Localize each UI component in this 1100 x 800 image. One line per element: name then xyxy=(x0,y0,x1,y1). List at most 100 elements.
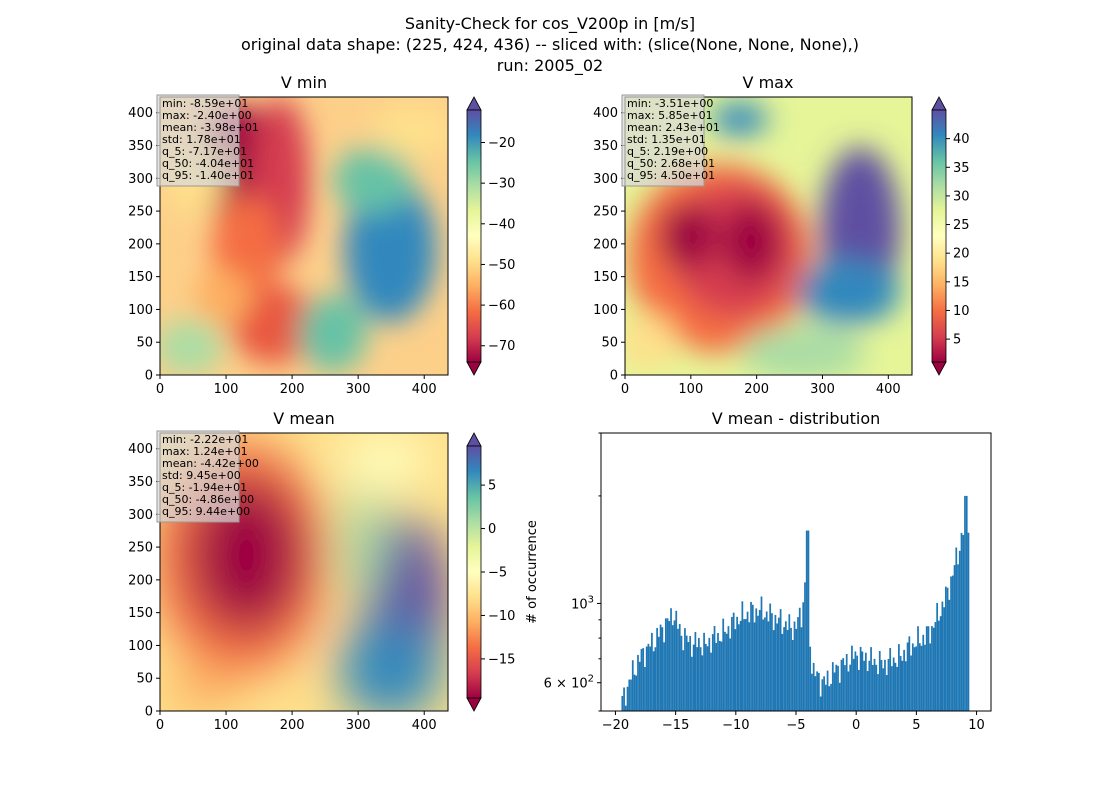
y-tick-label: 100 xyxy=(128,639,153,654)
histogram-bar xyxy=(798,607,801,711)
colorbar-tick-label: −10 xyxy=(488,609,515,624)
heatmap-blob xyxy=(168,666,238,711)
histogram-bar xyxy=(866,671,869,711)
colorbar-gradient xyxy=(466,445,482,699)
histogram-bar xyxy=(958,550,961,711)
histogram-bar xyxy=(750,601,752,711)
x-tick-label: 5 xyxy=(912,718,920,733)
histogram-bar xyxy=(859,646,862,711)
histogram-bar xyxy=(630,679,632,711)
histogram-bar xyxy=(856,655,859,711)
colorbar-tick-label: 30 xyxy=(953,189,970,204)
axes-v-min: 0 100 200 300 400 0 50 100 150 200 250 300 350 400 xyxy=(128,106,436,397)
histogram-bar xyxy=(957,564,959,711)
histogram-bar xyxy=(938,620,940,711)
histogram-bar xyxy=(717,632,719,711)
histogram-bar xyxy=(713,626,716,711)
histogram-bar xyxy=(687,642,690,711)
stat-min: min: -2.22e+01 xyxy=(162,433,248,446)
histogram-bar xyxy=(875,664,878,711)
heatmap-blob xyxy=(344,177,437,323)
histogram-bar xyxy=(779,609,782,711)
histogram-bar xyxy=(729,638,732,711)
histogram-bar xyxy=(920,645,923,711)
heatmap-blob xyxy=(298,294,368,373)
histogram-bar xyxy=(711,634,714,711)
histogram-bar xyxy=(851,645,853,711)
histogram-bar xyxy=(804,582,806,711)
histogram-bar xyxy=(783,627,785,711)
x-tick-label: 10 xyxy=(968,718,985,733)
histogram-bar xyxy=(677,628,679,711)
colorbar-tick-label: 25 xyxy=(953,218,970,233)
histogram-bar xyxy=(802,602,805,711)
histogram-bar xyxy=(637,654,639,711)
y-tick-label: 350 xyxy=(128,139,153,154)
stats-box-bg xyxy=(621,94,705,187)
histogram-bar xyxy=(925,626,928,711)
heatmap-blob xyxy=(739,324,867,375)
histogram-bar xyxy=(696,647,698,711)
histogram-bars xyxy=(621,495,970,711)
x-tick-label: 300 xyxy=(810,382,835,397)
histogram-bar xyxy=(948,599,951,711)
histogram-bar xyxy=(821,679,824,711)
histogram-bar xyxy=(939,616,942,711)
colorbar-gradient xyxy=(466,109,482,363)
heatmap-v-max xyxy=(625,97,912,375)
histogram-bar xyxy=(734,629,737,711)
histogram-bar xyxy=(868,660,871,711)
histogram-bar xyxy=(765,611,768,711)
histogram-bar xyxy=(784,621,787,711)
y-tick-label: 0 xyxy=(145,369,153,384)
colorbar-extend-max xyxy=(466,96,482,111)
stats-box: min: -2.22e+01 max: 1.24e+01 mean: -4.42… xyxy=(156,430,259,523)
colorbar-tick-label: −50 xyxy=(488,258,515,273)
histogram-bar xyxy=(892,657,895,711)
histogram-bar xyxy=(701,655,704,711)
heatmap-blob xyxy=(797,258,901,325)
y-tick-label: 350 xyxy=(128,475,153,490)
heatmap-blob xyxy=(194,269,253,325)
histogram-bar xyxy=(858,669,860,711)
histogram-bar xyxy=(924,644,926,711)
colorbar-extend-min xyxy=(466,361,482,376)
histogram-bar xyxy=(760,596,763,711)
histogram-bar xyxy=(691,656,693,711)
histogram-bar xyxy=(666,618,669,711)
histogram-bar xyxy=(771,613,773,711)
colorbar-tick-label: −30 xyxy=(488,177,515,192)
colorbar-tick-label: −20 xyxy=(488,136,515,151)
histogram-bar xyxy=(753,622,756,711)
histogram-bar xyxy=(786,629,789,711)
heatmap-blob xyxy=(722,202,780,281)
stats-box: min: -3.51e+00 max: 5.85e+01 mean: 2.43e… xyxy=(621,94,720,187)
colorbar-tick-label: 15 xyxy=(953,275,970,290)
histogram-bar xyxy=(818,672,820,711)
histogram-bar xyxy=(621,695,624,711)
histogram-bar xyxy=(685,635,688,711)
heatmap-blob xyxy=(160,319,224,375)
histogram-bar xyxy=(725,633,728,711)
histogram-bar xyxy=(811,673,813,711)
histogram-bar xyxy=(651,632,653,711)
histogram-bar xyxy=(847,671,850,711)
histogram-bar xyxy=(678,624,681,711)
stat-q5: q_5: -1.94e+01 xyxy=(162,481,247,494)
histogram-bar xyxy=(826,670,829,711)
histogram-bar xyxy=(941,601,944,711)
histogram-bar xyxy=(663,642,665,711)
histogram-bar xyxy=(635,675,638,711)
histogram-bar xyxy=(807,530,810,711)
histogram-bar xyxy=(736,616,738,711)
y-tick-label: 50 xyxy=(601,336,618,351)
histogram-bar xyxy=(673,620,676,711)
histogram-bar xyxy=(727,626,730,711)
stat-q95: q_95: -1.40e+01 xyxy=(162,169,254,182)
colorbar-v-mean: −15 −10 −5 0 5 xyxy=(466,432,515,712)
histogram-bar xyxy=(955,547,958,711)
histogram-bar xyxy=(743,619,745,711)
stat-std: std: 1.35e+01 xyxy=(627,133,706,146)
histogram-bar xyxy=(871,664,874,711)
histogram-bar xyxy=(628,679,631,711)
